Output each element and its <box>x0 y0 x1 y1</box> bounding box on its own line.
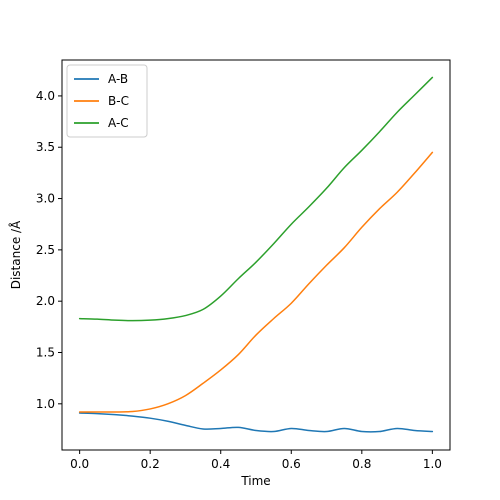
y-tick-label: 2.5 <box>36 243 55 257</box>
x-axis-ticks: 0.0 0.2 0.4 0.6 0.8 1.0 <box>70 450 442 471</box>
legend: A-B B-C A-C <box>66 64 148 138</box>
legend-label: B-C <box>108 94 129 108</box>
y-tick-label: 3.0 <box>36 192 55 206</box>
y-tick-label: 2.0 <box>36 294 55 308</box>
x-tick-label: 0.6 <box>282 457 301 471</box>
x-tick-label: 0.0 <box>70 457 89 471</box>
y-tick-label: 3.5 <box>36 140 55 154</box>
x-tick-label: 1.0 <box>423 457 442 471</box>
y-tick-label: 4.0 <box>36 89 55 103</box>
y-tick-label: 1.0 <box>36 397 55 411</box>
x-tick-label: 0.2 <box>141 457 160 471</box>
series-line-a-c <box>78 76 434 322</box>
x-axis-label: Time <box>240 474 270 488</box>
y-axis-label: Distance /Å <box>8 220 23 289</box>
x-tick-label: 0.4 <box>211 457 230 471</box>
series-lines <box>78 76 434 433</box>
y-tick-label: 1.5 <box>36 346 55 360</box>
plot-frame <box>61 59 451 451</box>
x-tick-label: 0.8 <box>352 457 371 471</box>
series-line-b-c <box>78 151 434 413</box>
legend-label: A-C <box>108 116 129 130</box>
y-axis-ticks: 1.0 1.5 2.0 2.5 3.0 3.5 4.0 <box>36 89 62 411</box>
legend-label: A-B <box>108 72 128 86</box>
legend-box <box>66 64 148 138</box>
series-line-a-b <box>78 412 434 433</box>
